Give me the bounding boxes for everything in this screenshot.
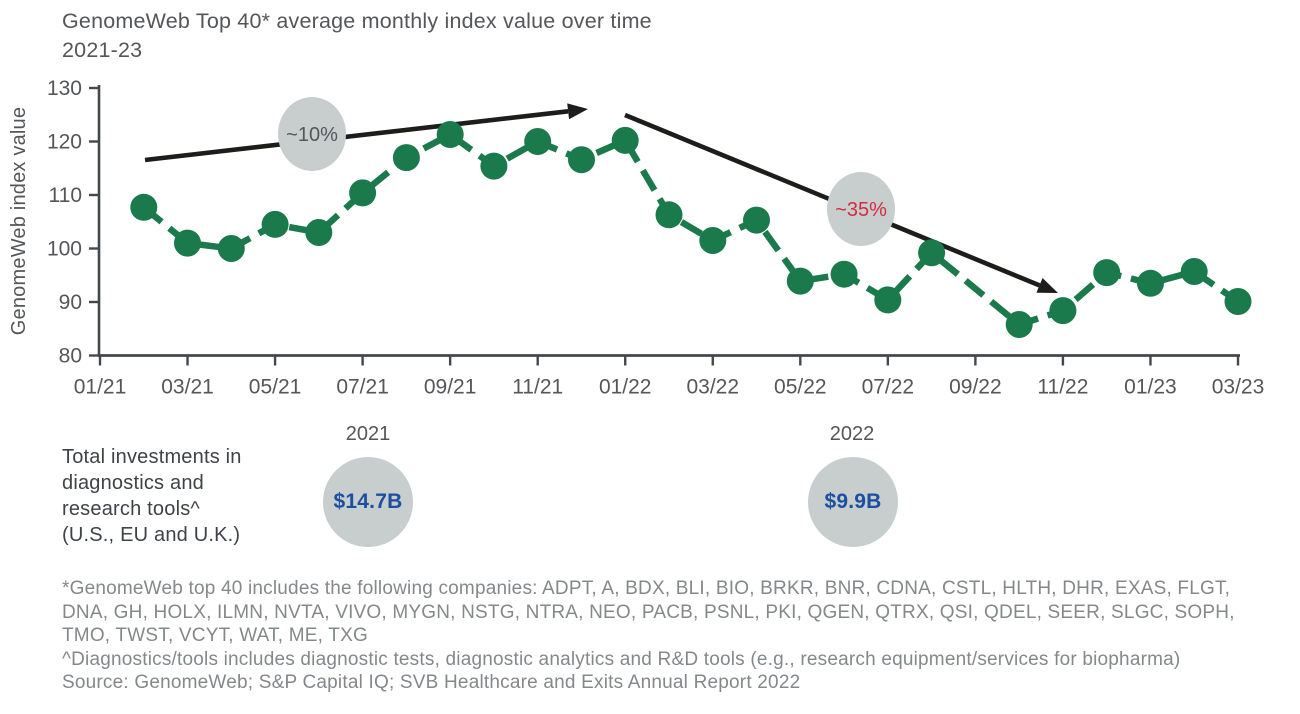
footnotes: *GenomeWeb top 40 includes the following… <box>62 577 1235 695</box>
investment-amount-2022: $9.9B <box>824 490 882 513</box>
data-point <box>611 126 639 154</box>
y-tick-label: 100 <box>47 238 82 261</box>
annotation-label: ~10% <box>286 124 338 146</box>
data-point <box>392 144 420 172</box>
page-title: GenomeWeb Top 40* average monthly index … <box>62 7 652 65</box>
footnote-line5: Source: GenomeWeb; S&P Capital IQ; SVB H… <box>62 672 801 693</box>
x-tick-label: 11/21 <box>512 376 563 399</box>
data-point <box>174 229 201 257</box>
footnote-line4: ^Diagnostics/tools includes diagnostic t… <box>62 648 1181 670</box>
data-point <box>1137 269 1164 297</box>
investments-label-line4: (U.S., EU and U.K.) <box>62 524 241 546</box>
trend-arrow <box>144 109 569 163</box>
data-point <box>1224 288 1252 315</box>
data-point <box>874 286 902 314</box>
investment-bubble-2022: $9.9B <box>808 457 898 547</box>
y-tick-label: 80 <box>59 345 82 368</box>
x-tick-label: 01/22 <box>599 376 652 399</box>
x-tick-label: 03/21 <box>161 376 214 399</box>
data-point <box>699 227 727 254</box>
x-tick-label: 05/21 <box>249 376 302 399</box>
data-point <box>918 239 946 267</box>
data-point <box>743 206 770 234</box>
data-point <box>349 179 377 207</box>
data-point <box>786 267 814 295</box>
data-point <box>480 152 508 180</box>
data-point <box>130 193 158 221</box>
data-point <box>655 201 683 229</box>
data-point <box>568 146 595 174</box>
annotation-bubble-up: ~10% <box>278 97 346 171</box>
x-tick-label: 05/22 <box>774 376 827 399</box>
data-point <box>1093 259 1121 287</box>
data-point <box>1005 311 1033 338</box>
trend-arrow-head <box>567 103 588 120</box>
data-point <box>524 128 552 155</box>
investment-amount-2021: $14.7B <box>333 490 403 513</box>
data-point <box>1180 258 1208 285</box>
y-tick-label: 130 <box>47 77 82 100</box>
data-point <box>305 219 333 246</box>
annotation-label: ~35% <box>835 199 887 221</box>
x-tick-label: 11/22 <box>1037 376 1088 399</box>
data-point <box>261 210 289 238</box>
year-label-2022: 2022 <box>829 423 875 445</box>
year-label-2021: 2021 <box>345 423 391 445</box>
page-title-line1: GenomeWeb Top 40* average monthly index … <box>62 9 652 33</box>
x-tick-label: 03/23 <box>1212 376 1265 399</box>
x-tick-label: 09/21 <box>424 376 477 399</box>
investments-label-line3: research tools^ <box>62 498 200 520</box>
investments-label: Total investments in diagnostics and res… <box>62 444 242 548</box>
y-tick-label: 120 <box>47 131 82 154</box>
x-tick-label: 03/22 <box>686 376 739 399</box>
data-point <box>830 260 858 288</box>
x-tick-label: 01/21 <box>74 376 127 399</box>
annotation-bubble-down: ~35% <box>827 172 895 246</box>
x-tick-label: 09/22 <box>949 376 1002 399</box>
footnote-line1: *GenomeWeb top 40 includes the following… <box>62 578 1231 599</box>
axes: 80 90 100 110 120 130 01/21 03/21 05/21 07/21 09/2… <box>47 77 1264 399</box>
footnote-line2: DNA, GH, HOLX, ILMN, NVTA, VIVO, MYGN, N… <box>62 601 1235 623</box>
x-tick-label: 07/22 <box>862 376 915 399</box>
index-series <box>130 121 1252 338</box>
investments-label-line1: Total investments in <box>62 446 242 468</box>
footnote-line3: TMO, TWST, VCYT, WAT, ME, TXG <box>62 625 368 646</box>
x-tick-label: 01/23 <box>1124 376 1177 399</box>
data-point <box>1049 297 1077 325</box>
y-tick-label: 110 <box>49 184 82 207</box>
x-tick-label: 07/21 <box>336 376 389 399</box>
trend-arrow-head <box>1036 277 1058 293</box>
investments-label-line2: diagnostics and <box>62 472 204 494</box>
y-tick-label: 90 <box>59 291 82 314</box>
data-point <box>217 235 245 262</box>
page-title-line2: 2021-23 <box>62 38 143 62</box>
data-point <box>436 121 464 148</box>
investment-bubble-2021: $14.7B <box>323 457 413 547</box>
